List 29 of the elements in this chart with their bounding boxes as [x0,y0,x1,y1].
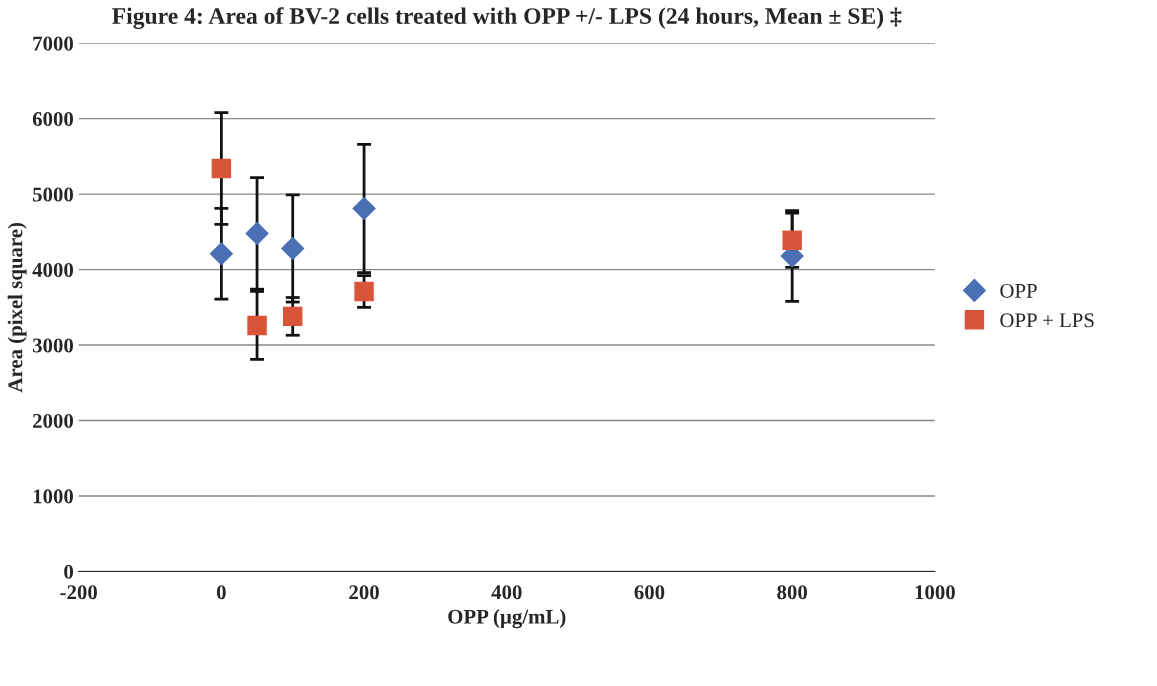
point [211,158,232,179]
y-tick-label: 5000 [32,187,74,202]
y-tick-label: 6000 [32,112,74,127]
y-tick-label: 4000 [32,262,74,278]
y-axis-title: Area (pixel square) [7,222,27,393]
x-tick-label: -200 [60,585,97,600]
y-tick-label: 1000 [33,489,74,504]
x-tick-label: 1000 [915,585,955,600]
point [247,315,267,336]
legend-label: OPP + LPS [1000,313,1094,328]
point [245,221,269,245]
y-tick-label: 7000 [33,36,74,51]
legend-label: OPP [1000,283,1037,298]
point [282,306,303,327]
x-axis-title: OPP (µg/mL) [448,609,566,629]
y-tick-label: 2000 [33,413,74,428]
x-tick-label: 0 [216,585,226,600]
point [209,242,233,266]
point [352,196,376,220]
x-tick-label: 200 [349,585,379,600]
y-tick-label: 0 [64,564,74,579]
point [782,230,802,250]
point [281,236,305,260]
chart-title: Figure 4: Area of BV-2 cells treated with OPP +/- LPS (24 hours, Mean ± SE) ‡ [112,7,902,29]
x-tick-label: 800 [777,585,807,600]
point [354,281,374,302]
x-tick-label: 400 [491,585,522,600]
y-tick-label: 3000 [32,338,74,353]
x-tick-label: 600 [634,585,665,600]
